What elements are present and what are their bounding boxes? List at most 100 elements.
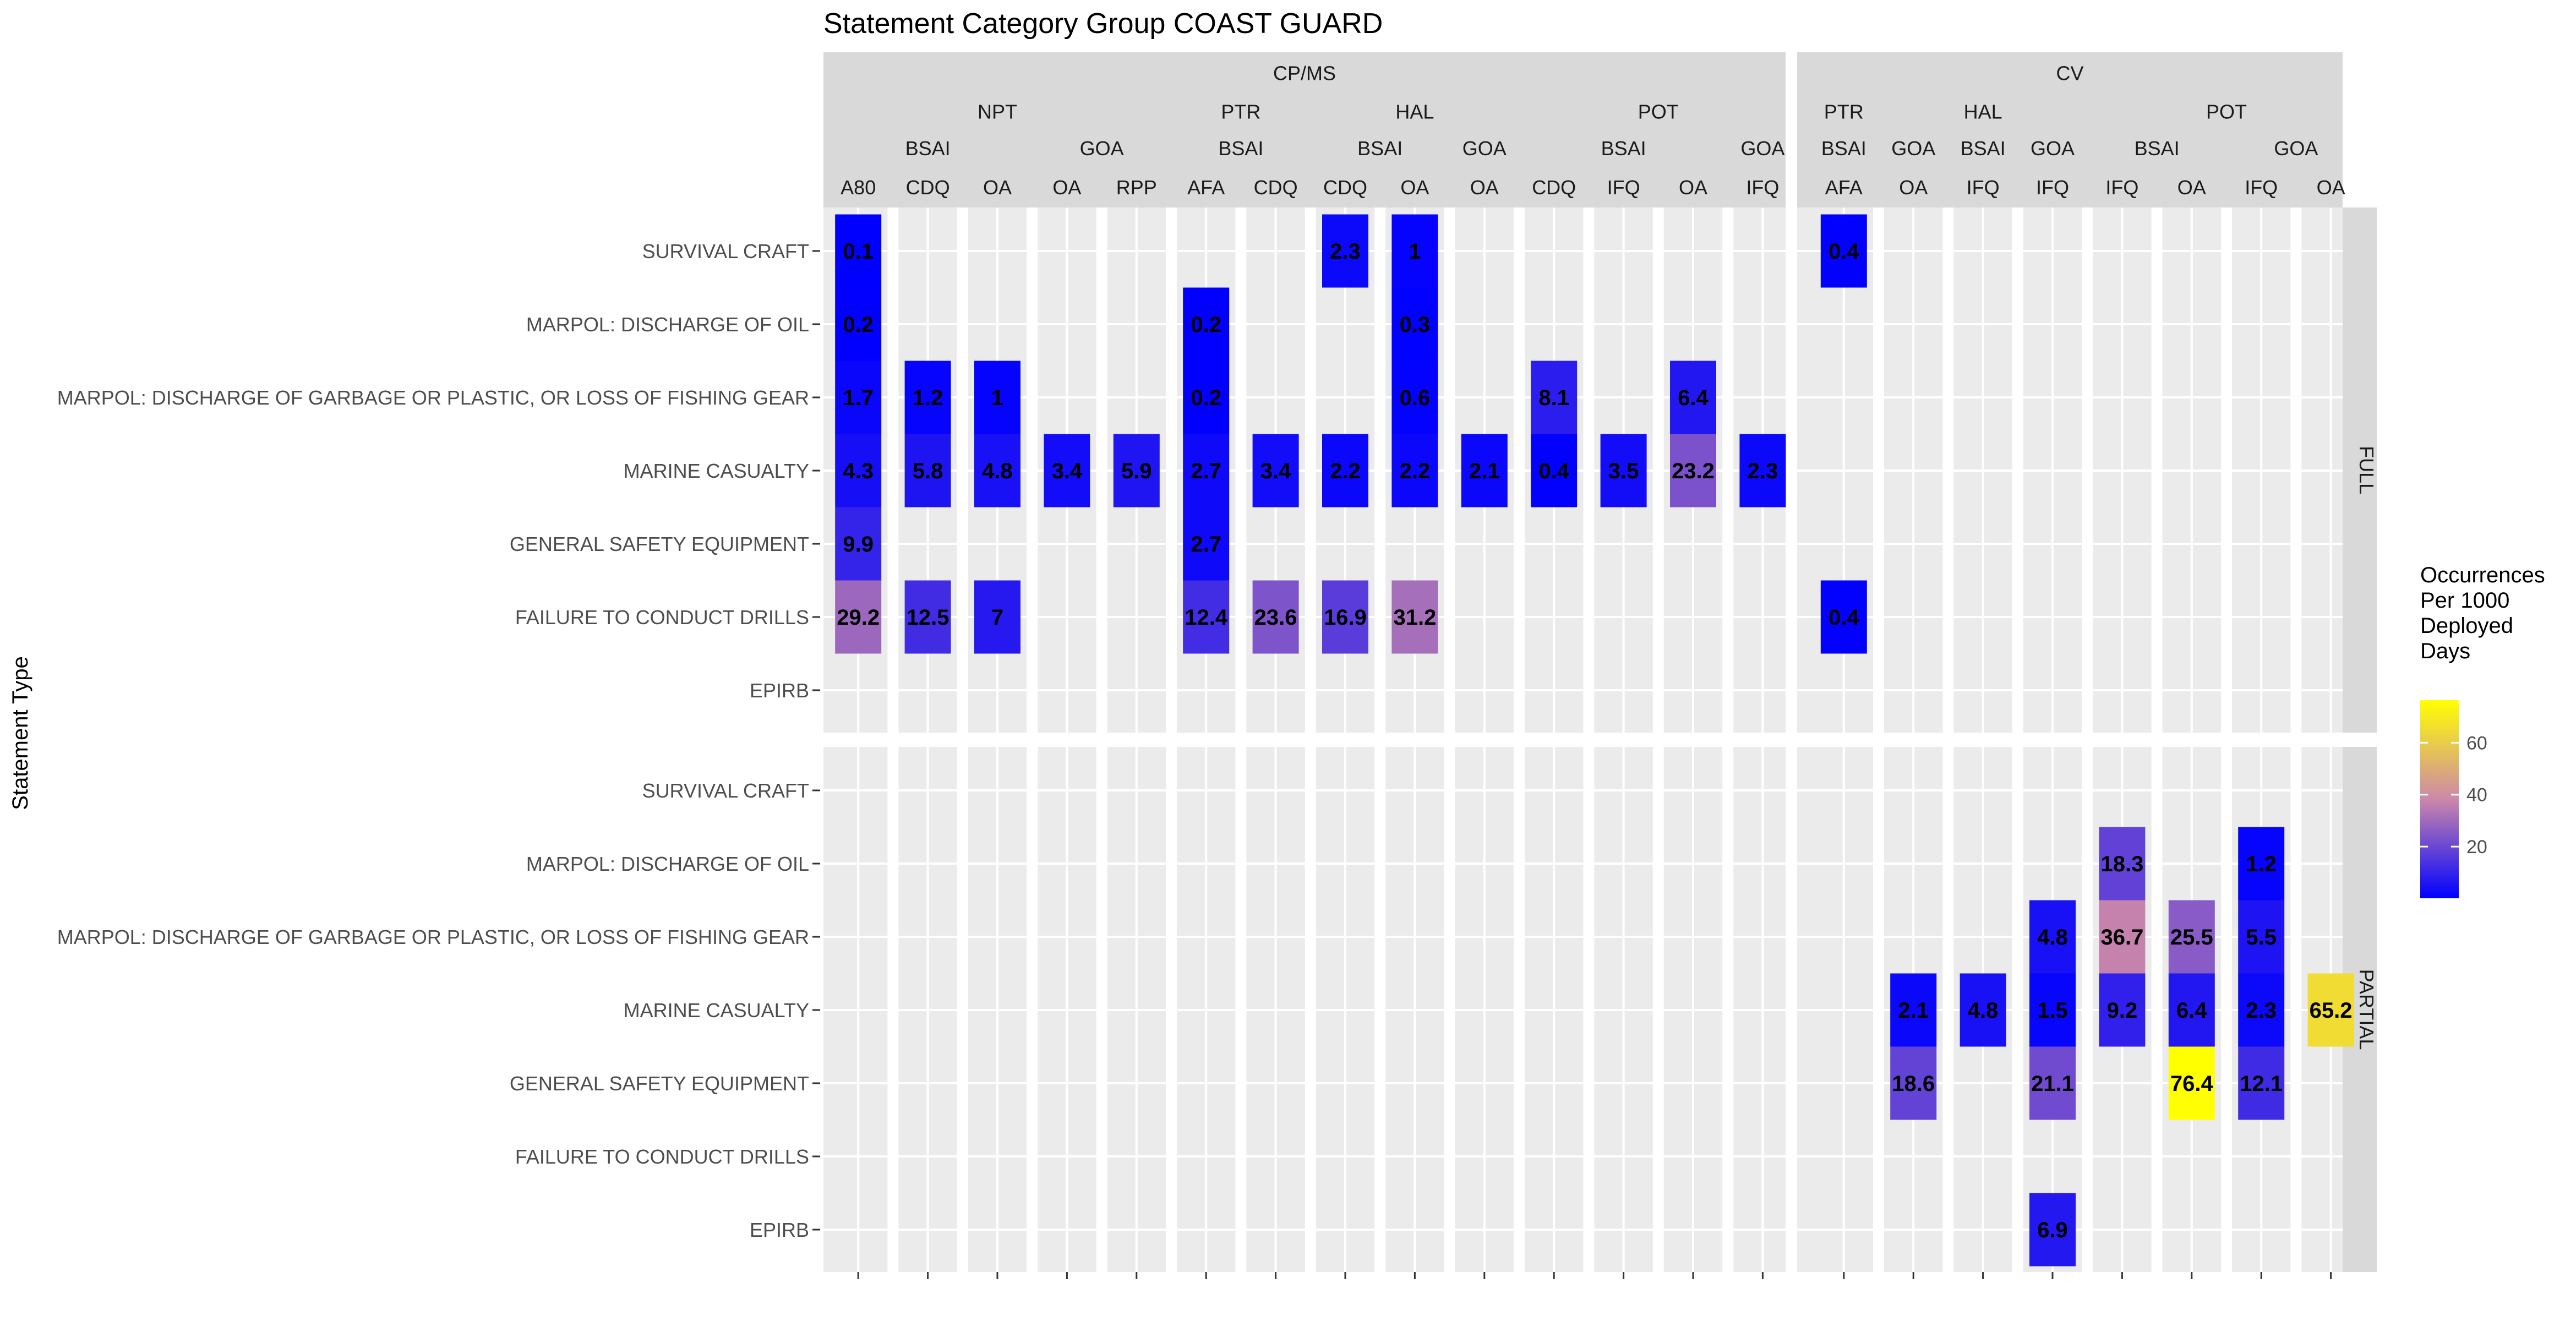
strip-level2-label: PTR — [1221, 101, 1260, 123]
strip-level3-label: GOA — [2031, 137, 2075, 160]
heatmap-cell — [1391, 214, 1438, 288]
strip-column-label: IFQ — [1607, 176, 1640, 199]
strip-level3-label: BSAI — [1357, 137, 1402, 160]
heatmap-cell — [2029, 1046, 2076, 1120]
strip-level3-label: GOA — [1462, 137, 1507, 160]
column-separator — [1027, 208, 1038, 733]
heatmap-cell — [1391, 361, 1438, 434]
cell-value-label: 2.1 — [1469, 459, 1500, 483]
column-separator — [1873, 208, 1884, 733]
heatmap-cell — [1391, 580, 1438, 654]
column-separator — [1583, 208, 1595, 733]
heatmap-cell — [1461, 434, 1508, 507]
strip-column-label: CDQ — [1532, 176, 1576, 199]
cell-value-label: 76.4 — [2170, 1072, 2214, 1096]
strip-level2-label: HAL — [1964, 101, 2002, 123]
heatmap-cell — [2238, 1046, 2285, 1120]
heatmap-cell — [974, 361, 1020, 434]
strip-level3-label: BSAI — [905, 137, 951, 160]
heatmap-cell — [1183, 580, 1230, 654]
heatmap-cell — [2168, 900, 2215, 974]
strip-column-label: CDQ — [1323, 176, 1367, 199]
facet-gap — [1786, 52, 1797, 1272]
cell-value-label: 0.1 — [843, 239, 874, 264]
strip-column-label: AFA — [1825, 176, 1863, 199]
cell-value-label: 36.7 — [2100, 925, 2143, 949]
column-separator — [1722, 208, 1734, 733]
heatmap-cell — [835, 507, 882, 581]
cell-value-label: 5.5 — [2246, 925, 2277, 949]
heatmap-cell — [835, 361, 882, 434]
strip-column-label: OA — [2317, 176, 2345, 199]
strip-level2-label: NPT — [978, 101, 1017, 123]
cell-value-label: 3.4 — [1260, 459, 1291, 483]
heatmap-cell — [1670, 361, 1716, 434]
strip-level3-label: BSAI — [2135, 137, 2180, 160]
cell-value-label: 12.5 — [907, 605, 949, 630]
column-separator — [1305, 747, 1316, 1272]
heatmap-cell — [1183, 361, 1230, 434]
cell-value-label: 3.5 — [1608, 459, 1639, 483]
y-tick-label: FAILURE TO CONDUCT DRILLS — [515, 606, 809, 629]
column-separator — [957, 208, 968, 733]
y-tick-label: SURVIVAL CRAFT — [642, 779, 809, 802]
heatmap-cell — [2168, 973, 2215, 1047]
heatmap-cell — [2238, 900, 2285, 974]
heatmap-cell — [904, 434, 951, 507]
column-separator — [1942, 208, 1954, 733]
column-separator — [2221, 208, 2232, 733]
strip-facet-bg — [1797, 94, 2343, 208]
heatmap-cell — [1322, 580, 1368, 654]
column-separator — [1652, 208, 1664, 733]
cell-value-label: 0.6 — [1400, 386, 1431, 410]
strip-column-label: IFQ — [1967, 176, 2000, 199]
strip-column-label: OA — [1400, 176, 1429, 199]
column-separator — [2012, 208, 2023, 733]
cell-value-label: 1.5 — [2037, 998, 2068, 1023]
cell-value-label: 31.2 — [1393, 605, 1436, 630]
heatmap-cell — [2238, 827, 2285, 900]
strip-level3-label: GOA — [1740, 137, 1784, 160]
heatmap-cell — [835, 214, 882, 288]
column-separator — [2290, 208, 2302, 733]
y-tick-label: GENERAL SAFETY EQUIPMENT — [510, 533, 809, 555]
column-separator — [2082, 208, 2093, 733]
heatmap-cell — [1391, 434, 1438, 507]
heatmap-cell — [1183, 434, 1230, 507]
cell-value-label: 9.2 — [2107, 998, 2138, 1023]
column-separator — [1235, 747, 1247, 1272]
row-strip-label: PARTIAL — [2355, 969, 2378, 1050]
cell-value-label: 23.2 — [1672, 459, 1715, 483]
strip-level3-label: BSAI — [1601, 137, 1646, 160]
strip-column-label: AFA — [1187, 176, 1225, 199]
y-tick-label: MARINE CASUALTY — [624, 999, 809, 1022]
column-separator — [2221, 747, 2232, 1272]
y-tick-label: MARPOL: DISCHARGE OF OIL — [526, 313, 809, 336]
cell-value-label: 0.3 — [1400, 313, 1431, 337]
column-separator — [1652, 747, 1664, 1272]
column-separator — [887, 208, 899, 733]
heatmap-cell — [1820, 214, 1867, 288]
heatmap-cell — [1252, 434, 1299, 507]
strip-level2-label: POT — [2206, 101, 2247, 123]
strip-level1-label: CV — [2056, 62, 2083, 85]
strip-level3-label: GOA — [1080, 137, 1124, 160]
cell-value-label: 21.1 — [2031, 1072, 2074, 1096]
heatmap-cell — [1322, 214, 1368, 288]
legend-title-line: Deployed — [2420, 614, 2513, 638]
strip-column-label: OA — [2177, 176, 2206, 199]
cell-value-label: 4.3 — [843, 459, 874, 483]
legend-tick-label: 60 — [2466, 733, 2487, 754]
legend-colorbar — [2420, 700, 2459, 898]
cell-value-label: 65.2 — [2310, 998, 2353, 1023]
heatmap-cell — [1113, 434, 1160, 507]
strip-column-label: OA — [1679, 176, 1707, 199]
column-separator — [1027, 747, 1038, 1272]
heatmap-cell — [835, 580, 882, 654]
strip-column-label: OA — [1470, 176, 1499, 199]
cell-value-label: 0.4 — [1829, 605, 1859, 630]
strip-facet-bg — [823, 94, 1786, 208]
cell-value-label: 18.3 — [2100, 852, 2143, 876]
column-separator — [1096, 208, 1107, 733]
y-axis: SURVIVAL CRAFT MARPOL: DISCHARGE OF OIL MA… — [57, 240, 820, 1241]
